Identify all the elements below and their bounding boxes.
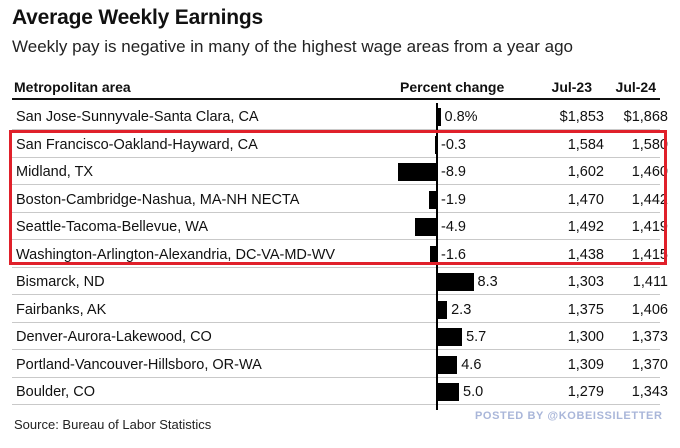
percent-change-bar: [397, 163, 437, 181]
percent-change-bar: [437, 108, 441, 126]
jul-24-value: 1,460: [631, 164, 668, 180]
metro-area-label: Denver-Aurora-Lakewood, CO: [16, 329, 212, 345]
percent-change-bar: [429, 245, 437, 264]
jul-24-value: $1,868: [623, 109, 668, 125]
percent-change-label: 8.3: [477, 274, 498, 290]
percent-change-bar: [428, 190, 437, 209]
metro-area-label: Seattle-Tacoma-Bellevue, WA: [16, 219, 209, 235]
table-row: Fairbanks, AK 2.3 1,375 1,406: [12, 296, 668, 323]
percent-change-bar: [437, 328, 463, 346]
row-divider: [12, 321, 660, 323]
metro-area-label: Boston-Cambridge-Nashua, MA-NH NECTA: [16, 191, 300, 208]
jul-24-value: 1,370: [631, 356, 668, 373]
row-divider: [12, 239, 660, 240]
metro-area-label: San Francisco-Oakland-Hayward, CA: [16, 136, 258, 153]
percent-change-bar: [437, 273, 474, 291]
percent-change-bar: [437, 355, 458, 374]
metro-area-label: Boulder, CO: [16, 384, 95, 400]
jul-23-value: 1,303: [567, 274, 604, 290]
table-row: Bismarck, ND 8.3 1,303 1,411: [12, 268, 668, 295]
percent-change-label: 4.6: [461, 356, 482, 373]
header-jul-24: Jul-24: [615, 79, 656, 95]
percent-change-label: -4.9: [441, 219, 466, 235]
table-row: Denver-Aurora-Lakewood, CO 5.7 1,300 1,373: [12, 323, 668, 350]
metro-area-label: Washington-Arlington-Alexandria, DC-VA-M…: [16, 246, 336, 263]
jul-24-value: 1,419: [631, 219, 668, 235]
percent-change-bar: [437, 383, 459, 401]
jul-24-value: 1,406: [631, 301, 668, 318]
percent-change-label: -8.9: [441, 164, 466, 180]
percent-change-label: -1.6: [441, 246, 466, 263]
table-row: Midland, TX -8.9 1,602 1,460: [12, 158, 668, 185]
jul-23-value: 1,492: [567, 219, 604, 235]
jul-24-value: 1,580: [631, 136, 668, 153]
jul-23-value: $1,853: [559, 109, 604, 125]
table-row: Boston-Cambridge-Nashua, MA-NH NECTA -1.9…: [12, 186, 668, 213]
header-metropolitan-area: Metropolitan area: [14, 79, 131, 95]
percent-change-label: -0.3: [441, 136, 466, 153]
row-divider: [12, 349, 660, 350]
table-row: San Francisco-Oakland-Hayward, CA -0.3 1,5…: [12, 131, 668, 158]
jul-24-value: 1,343: [631, 384, 668, 400]
percent-change-label: 2.3: [451, 301, 472, 318]
jul-23-value: 1,470: [567, 191, 604, 208]
jul-23-value: 1,602: [567, 164, 604, 180]
jul-23-value: 1,279: [567, 384, 604, 400]
row-divider: [12, 404, 660, 405]
row-divider: [12, 376, 660, 378]
row-divider: [12, 129, 660, 130]
header-percent-change: Percent change: [400, 79, 505, 95]
row-divider: [12, 156, 660, 158]
zero-axis-line: [436, 103, 438, 410]
jul-23-value: 1,375: [567, 301, 604, 318]
table-row: Portland-Vancouver-Hillsboro, OR-WA 4.6 1,…: [12, 351, 668, 378]
row-divider: [12, 266, 660, 268]
jul-24-value: 1,373: [631, 329, 668, 345]
jul-23-value: 1,309: [567, 356, 604, 373]
metro-area-label: Portland-Vancouver-Hillsboro, OR-WA: [16, 356, 262, 373]
percent-change-bar: [415, 218, 437, 236]
table-row: Boulder, CO 5.0 1,279 1,343: [12, 378, 668, 405]
source-note: Source: Bureau of Labor Statistics: [14, 417, 212, 432]
row-divider: [12, 211, 660, 213]
table-row: Seattle-Tacoma-Bellevue, WA -4.9 1,492 1,41…: [12, 213, 668, 240]
percent-change-label: -1.9: [441, 191, 466, 208]
header-rule: [12, 98, 660, 100]
percent-change-label: 0.8%: [444, 109, 478, 125]
jul-24-value: 1,442: [631, 191, 668, 208]
jul-24-value: 1,411: [632, 274, 668, 290]
table-row: Washington-Arlington-Alexandria, DC-VA-M…: [12, 241, 668, 268]
jul-24-value: 1,415: [631, 246, 668, 263]
jul-23-value: 1,300: [567, 329, 604, 345]
watermark: POSTED BY @KOBEISSILETTER: [475, 410, 663, 422]
chart-title: Average Weekly Earnings: [12, 6, 264, 29]
jul-23-value: 1,584: [567, 136, 604, 153]
header-jul-23: Jul-23: [551, 79, 592, 95]
metro-area-label: Midland, TX: [16, 164, 94, 180]
percent-change-label: 5.7: [466, 329, 487, 345]
percent-change-bar: [437, 300, 448, 319]
row-divider: [12, 294, 660, 295]
chart-subtitle: Weekly pay is negative in many of the hi…: [12, 37, 573, 56]
metro-area-label: Bismarck, ND: [16, 274, 105, 290]
jul-23-value: 1,438: [567, 246, 604, 263]
row-divider: [12, 184, 660, 185]
highlight-box: [9, 130, 667, 265]
percent-change-label: 5.0: [463, 384, 484, 400]
metro-area-label: San Jose-Sunnyvale-Santa Clara, CA: [16, 109, 259, 125]
table-row: San Jose-Sunnyvale-Santa Clara, CA 0.8% $1…: [12, 103, 668, 130]
metro-area-label: Fairbanks, AK: [16, 301, 107, 318]
